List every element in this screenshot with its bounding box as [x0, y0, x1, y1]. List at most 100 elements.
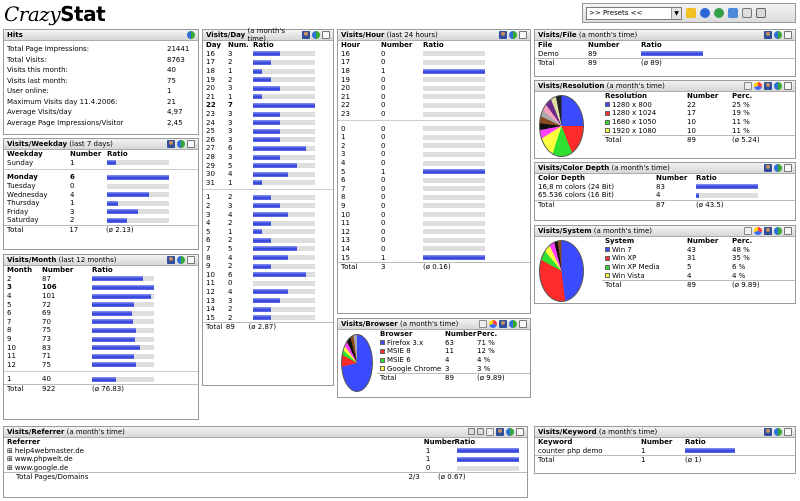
save-icon[interactable]: [756, 8, 766, 18]
expand-all-icon[interactable]: [468, 428, 475, 435]
user-icon[interactable]: [167, 140, 175, 148]
user-icon[interactable]: [499, 31, 507, 39]
cell: 23: [206, 110, 215, 119]
ratio-bar: [253, 111, 315, 117]
document-icon[interactable]: [479, 320, 487, 328]
cell: 69: [42, 309, 51, 318]
copy-icon[interactable]: [742, 8, 752, 18]
user-icon[interactable]: [764, 428, 772, 436]
cell: 4: [70, 190, 75, 199]
cell: 3: [7, 283, 12, 292]
refresh-icon[interactable]: [774, 227, 782, 235]
expand-icon[interactable]: ⊞: [7, 446, 13, 455]
chart-icon[interactable]: [187, 256, 195, 264]
cell: Keyword: [538, 438, 573, 447]
cell: Resolution: [605, 92, 648, 101]
table-row: 1280 x 800 22 25 %: [602, 101, 795, 110]
refresh-icon[interactable]: [177, 140, 185, 148]
chart-icon[interactable]: [784, 428, 792, 436]
chart-icon[interactable]: [784, 31, 792, 39]
cell: 17: [69, 225, 79, 234]
chart-icon[interactable]: [784, 227, 792, 235]
cell: 2: [228, 313, 233, 322]
ratio-bar: [253, 85, 315, 91]
chart-icon[interactable]: [519, 320, 527, 328]
table-row: 1280 x 1024 17 19 %: [602, 109, 795, 118]
export-icon[interactable]: [728, 8, 738, 18]
hits-row: Visits last month: 75: [4, 76, 198, 87]
refresh-icon[interactable]: [509, 320, 517, 328]
cell: 89: [445, 373, 454, 382]
cell: 13: [206, 296, 215, 305]
refresh-icon[interactable]: [774, 82, 782, 90]
cell: 6: [7, 309, 12, 318]
cell: 2: [7, 274, 12, 283]
refresh-icon[interactable]: [774, 164, 782, 172]
chart-icon[interactable]: [784, 164, 792, 172]
panel-title: Visits/Weekday: [7, 140, 68, 148]
chart-icon[interactable]: [322, 31, 330, 39]
document-icon[interactable]: [744, 82, 752, 90]
cell: 19 %: [732, 109, 750, 118]
panel-title: Visits/Referrer: [7, 428, 65, 436]
cell: 6: [70, 173, 75, 182]
expand-icon[interactable]: ⊞: [7, 455, 13, 464]
collapse-all-icon[interactable]: [477, 428, 484, 435]
cell: 0: [381, 193, 386, 202]
cell: 14: [206, 305, 215, 314]
chart-icon[interactable]: [516, 428, 524, 436]
document-icon[interactable]: [744, 227, 752, 235]
cell: 0: [381, 110, 386, 119]
lightning-icon[interactable]: [686, 8, 696, 18]
pie-chart-icon[interactable]: [489, 320, 497, 328]
chart-icon[interactable]: [187, 140, 195, 148]
cell: Number: [656, 174, 688, 183]
cell: 1: [381, 67, 386, 76]
pie-chart-icon[interactable]: [754, 82, 762, 90]
cell: 12 %: [477, 347, 495, 356]
expand-icon[interactable]: ⊞: [7, 464, 13, 473]
table-row: 11 0: [338, 219, 530, 228]
cell: 2: [228, 305, 233, 314]
cell: 89: [225, 322, 235, 331]
list-icon[interactable]: [486, 428, 494, 436]
table-header: Hour Number Ratio: [338, 41, 530, 50]
presets-select[interactable]: >> Presets << ▼: [586, 6, 682, 20]
refresh-icon[interactable]: [774, 31, 782, 39]
chart-icon[interactable]: [519, 31, 527, 39]
pie-chart-icon[interactable]: [754, 227, 762, 235]
cell: 28: [206, 153, 215, 162]
cell: 1: [167, 87, 172, 96]
refresh-icon[interactable]: [774, 428, 782, 436]
cell: 1: [70, 199, 75, 208]
table-row: 20 3: [203, 84, 333, 93]
user-icon[interactable]: [167, 256, 175, 264]
refresh-icon[interactable]: [187, 31, 195, 39]
ratio-bar: [456, 448, 519, 454]
chart-icon[interactable]: [784, 82, 792, 90]
ratio-bar: [253, 315, 315, 321]
user-icon[interactable]: [302, 31, 310, 39]
user-icon[interactable]: [496, 428, 504, 436]
cell: Total: [7, 225, 24, 234]
user-icon[interactable]: [499, 320, 507, 328]
refresh-icon[interactable]: [506, 428, 514, 436]
cell: 9: [341, 201, 346, 210]
ratio-bar: [253, 77, 315, 83]
refresh-icon[interactable]: [509, 31, 517, 39]
table-row: 21 1: [203, 93, 333, 102]
refresh-icon[interactable]: [714, 8, 724, 18]
cell: 18: [341, 67, 350, 76]
user-icon[interactable]: [764, 164, 772, 172]
refresh-icon[interactable]: [177, 256, 185, 264]
user-icon[interactable]: [764, 82, 772, 90]
ratio-bar: [423, 59, 485, 65]
refresh-icon[interactable]: [312, 31, 320, 39]
info-icon[interactable]: [700, 8, 710, 18]
cell: 11 %: [732, 118, 750, 127]
table-row: 11 0: [203, 279, 333, 288]
user-icon[interactable]: [764, 227, 772, 235]
user-icon[interactable]: [764, 31, 772, 39]
